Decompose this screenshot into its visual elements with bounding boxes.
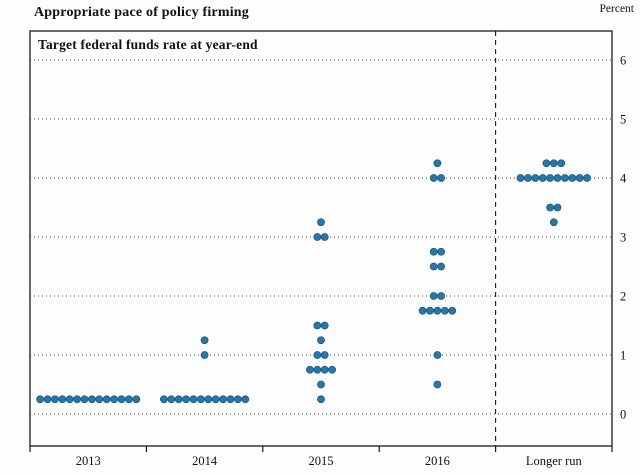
projection-dot [320, 233, 329, 241]
x-axis-label: 2013 [76, 454, 101, 468]
projection-dot [433, 306, 442, 315]
projection-dot [553, 203, 562, 212]
x-axis-label: 2014 [192, 454, 218, 468]
x-axis-label: Longer run [526, 454, 583, 468]
projection-dot [553, 174, 562, 182]
projection-dot [200, 351, 209, 359]
projection-dot [437, 262, 446, 271]
projection-dot [58, 395, 67, 404]
y-tick-label: 6 [620, 54, 626, 68]
projection-dot [43, 395, 52, 404]
y-tick-label: 4 [620, 172, 627, 186]
plot-border [29, 30, 613, 447]
projection-dot [429, 247, 438, 256]
projection-dot [429, 174, 438, 182]
projection-dot [159, 395, 168, 404]
projection-dot [437, 292, 446, 300]
projection-dot [531, 174, 540, 182]
projection-dot [524, 174, 532, 182]
projection-dot [233, 395, 242, 404]
projection-dot [433, 351, 442, 359]
y-axis-unit-label: Percent [599, 3, 634, 15]
projection-dot [320, 365, 329, 374]
projection-dot [317, 218, 325, 227]
projection-dot [124, 395, 133, 404]
projection-dot [538, 174, 547, 182]
chart-subtitle: Target federal funds rate at year-end [38, 37, 258, 52]
projection-dot [88, 395, 96, 404]
projection-dot [36, 395, 44, 404]
projection-dot [575, 174, 584, 182]
projection-dot [557, 159, 566, 168]
projection-dot [437, 174, 446, 182]
projection-dot [200, 336, 209, 345]
projection-dot [65, 395, 74, 404]
y-tick-label: 0 [620, 408, 626, 422]
x-axis-label: 2016 [425, 454, 450, 468]
projection-dot [328, 365, 337, 374]
projection-dot [433, 159, 442, 168]
projection-dot [440, 306, 449, 315]
projection-dot [317, 336, 325, 345]
projection-dot [437, 247, 446, 256]
projection-dot [317, 395, 325, 404]
projection-dot [320, 321, 329, 330]
projection-dot [429, 292, 438, 300]
projection-dot [189, 395, 198, 404]
projection-dot [196, 395, 205, 404]
x-axis-label: 2015 [309, 454, 334, 468]
projection-dot [320, 351, 329, 359]
projection-dot [219, 395, 228, 404]
projection-dot [568, 174, 577, 182]
projection-dot [433, 380, 442, 389]
projection-dot [546, 174, 554, 182]
projection-dot [226, 395, 235, 404]
projection-dot [313, 365, 322, 374]
projection-dot [313, 233, 322, 241]
projection-dot [317, 380, 325, 389]
projection-dot [95, 395, 104, 404]
projection-dot [204, 395, 213, 404]
projection-dot [549, 218, 558, 227]
projection-dot [426, 306, 434, 315]
projection-dot [313, 351, 322, 359]
projection-dot [117, 395, 126, 404]
projection-dot [80, 395, 89, 404]
projection-dot [167, 395, 176, 404]
projection-dot [516, 174, 525, 182]
y-tick-label: 1 [620, 349, 626, 363]
projection-dot [429, 262, 438, 271]
projection-dot [448, 306, 457, 315]
projection-dot [174, 395, 183, 404]
y-tick-label: 3 [620, 231, 626, 245]
projection-dot [132, 395, 141, 404]
projection-dot [561, 174, 569, 182]
y-tick-label: 2 [620, 290, 626, 304]
projection-dot [542, 159, 551, 168]
projection-dot [110, 395, 118, 404]
projection-dot [546, 203, 554, 212]
projection-dot [241, 395, 250, 404]
projection-dot [305, 365, 314, 374]
projection-dot [313, 321, 322, 330]
y-tick-label: 5 [620, 113, 626, 127]
chart-title: Appropriate pace of policy firming [34, 5, 249, 20]
projection-dot [211, 395, 220, 404]
projection-dot [549, 159, 558, 168]
projection-dot [73, 395, 81, 404]
projection-dot [102, 395, 111, 404]
projection-dot [583, 174, 591, 182]
projection-dot [182, 395, 191, 404]
projection-dot [51, 395, 59, 404]
projection-dot [418, 306, 427, 315]
